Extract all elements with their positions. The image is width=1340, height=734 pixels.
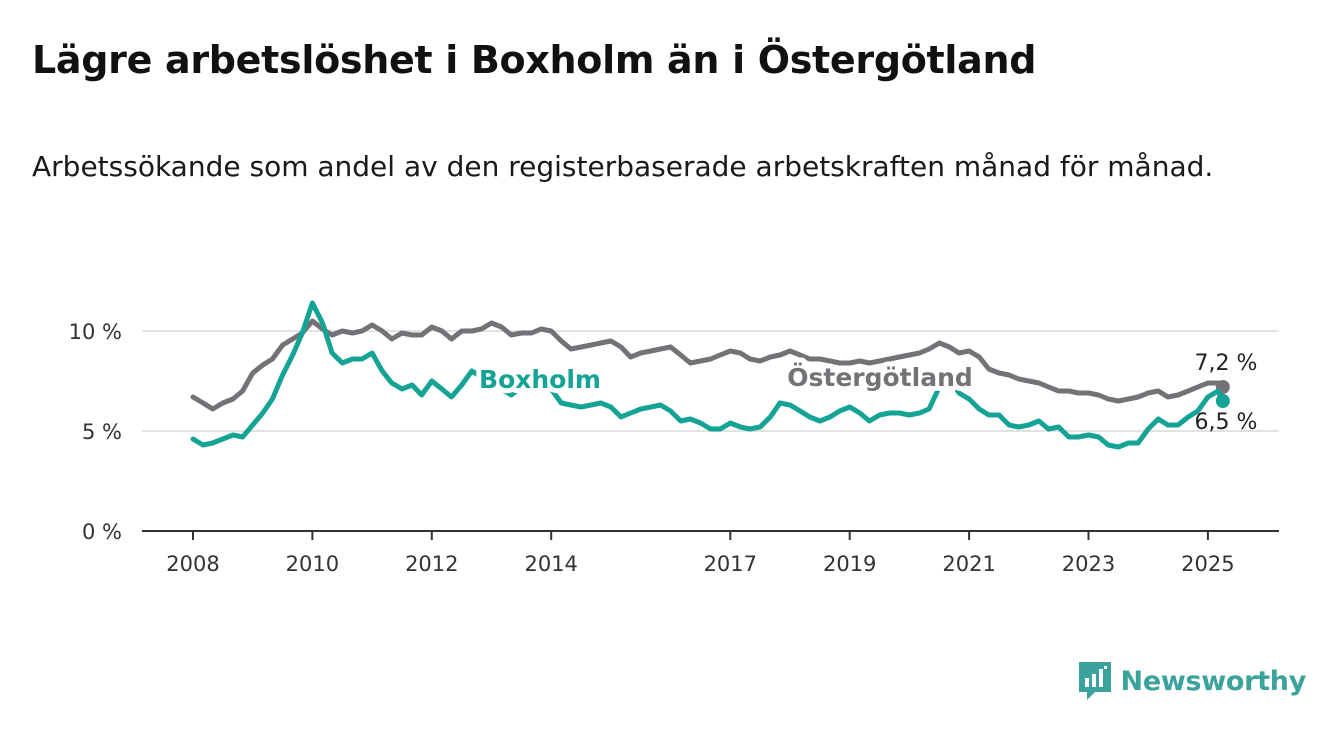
newsworthy-logo[interactable]: Newsworthy [1077,660,1306,702]
x-tick-label: 2019 [823,552,876,576]
x-tick-label: 2012 [405,552,458,576]
boxholm-series-label-halo: Boxholm [479,365,601,394]
newsworthy-chart-icon [1078,662,1111,700]
ostergotland-end-value-label: 7,2 % [1195,351,1258,376]
y-tick-label: 5 % [82,420,122,444]
ostergotland-series-label-halo: Östergötland [787,362,973,392]
boxholm-end-point [1215,394,1230,408]
boxholm-series-label: Boxholm [479,365,601,394]
x-tick-label: 2017 [704,552,757,576]
x-tick-label: 2014 [524,552,577,576]
boxholm-end-value-label: 6,5 % [1195,410,1258,435]
boxholm-line [190,300,1226,450]
x-tick-label: 2008 [166,552,219,576]
chart-subtitle: Arbetssökande som andel av den registerb… [32,150,1214,183]
chart-title: Lägre arbetslöshet i Boxholm än i Österg… [32,38,1037,82]
line-chart: 0 % 5 % 10 % 2008 2010 2012 2014 2017 2019 2021 20… [69,300,1279,576]
x-tick-label: 2023 [1062,552,1115,576]
y-tick-label: 10 % [69,320,122,344]
axes: 0 % 5 % 10 % 2008 2010 2012 2014 2017 2019 2021 20… [69,320,1279,576]
x-tick-label: 2010 [286,552,339,576]
x-tick-label: 2025 [1181,552,1234,576]
y-tick-label: 0 % [82,520,122,544]
ostergotland-series-label: Östergötland [787,362,973,392]
series-lines [190,300,1230,450]
gridlines [142,330,1279,432]
ostergotland-line [190,318,1226,412]
series-labels: ÖstergötlandÖstergötlandBoxholmBoxholm7,… [474,351,1258,435]
x-tick-label: 2021 [942,552,995,576]
brand-name: Newsworthy [1120,665,1307,697]
